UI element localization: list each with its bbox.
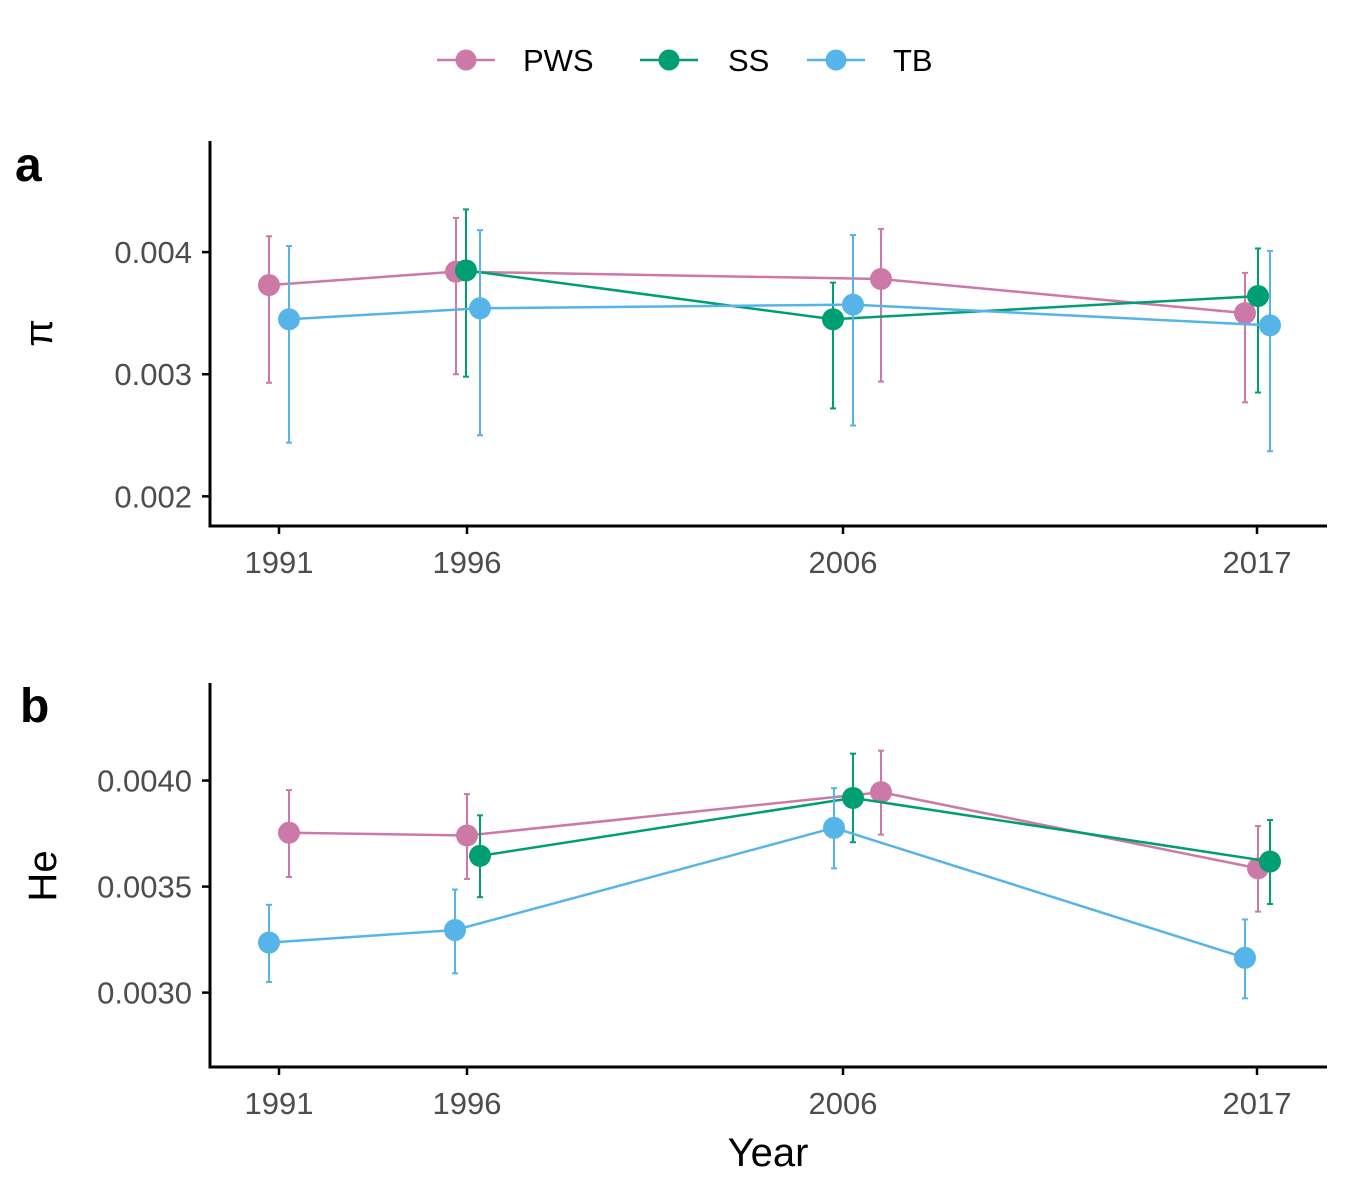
legend-label: SS xyxy=(728,43,769,78)
legend-key-point xyxy=(658,49,680,71)
data-point xyxy=(842,786,864,809)
panel-label: b xyxy=(20,680,49,733)
y-tick-label: 0.0035 xyxy=(97,870,192,905)
x-tick-label: 2017 xyxy=(1223,1086,1292,1121)
legend: PWS SS TB xyxy=(437,43,933,78)
data-point xyxy=(822,308,844,331)
data-point xyxy=(870,781,892,804)
x-tick-label: 1996 xyxy=(433,1086,502,1121)
data-point xyxy=(870,267,892,290)
data-point xyxy=(456,824,478,847)
series-ss xyxy=(455,208,1269,410)
data-point xyxy=(455,259,477,282)
data-point xyxy=(469,844,491,867)
series-line xyxy=(268,270,1246,315)
axis-lines xyxy=(208,683,1327,1069)
y-axis-title: π xyxy=(17,319,61,347)
data-point xyxy=(1259,314,1281,337)
plot-area xyxy=(258,208,1281,453)
x-tick-label: 2017 xyxy=(1223,545,1292,580)
data-point xyxy=(258,931,280,954)
plot-area xyxy=(258,749,1281,1000)
data-point xyxy=(444,919,466,942)
legend-label: PWS xyxy=(523,43,594,78)
data-point xyxy=(1234,946,1256,969)
y-tick-label: 0.003 xyxy=(114,357,192,392)
series-tb xyxy=(278,229,1281,453)
legend-key-point xyxy=(825,49,847,71)
y-tick-label: 0.0030 xyxy=(97,976,192,1011)
series-line xyxy=(268,826,1246,960)
series-line xyxy=(288,303,1271,327)
data-point xyxy=(278,821,300,844)
data-point xyxy=(842,293,864,316)
x-tick-label: 2006 xyxy=(809,545,878,580)
x-tick-label: 1991 xyxy=(245,545,314,580)
y-axis-title: He xyxy=(21,850,65,901)
data-point xyxy=(1234,302,1256,325)
data-point xyxy=(1247,285,1269,308)
data-point xyxy=(823,816,845,839)
panel-label: a xyxy=(15,139,42,192)
legend-item-pws: PWS xyxy=(437,43,594,78)
panel-a: a π 0.002 0.003 0.004 1991 1996 2006 2017 xyxy=(15,139,1327,580)
x-tick-label: 1996 xyxy=(433,545,502,580)
data-point xyxy=(278,308,300,331)
ticks: 0.002 0.003 0.004 1991 1996 2006 2017 xyxy=(114,235,1291,580)
data-point xyxy=(258,274,280,297)
data-point xyxy=(469,297,491,320)
y-tick-label: 0.002 xyxy=(114,479,192,514)
axis-lines xyxy=(208,141,1327,528)
legend-item-ss: SS xyxy=(640,43,769,78)
legend-item-tb: TB xyxy=(807,43,933,78)
series-tb xyxy=(258,787,1256,1000)
y-tick-label: 0.0040 xyxy=(97,764,192,799)
legend-label: TB xyxy=(893,43,933,78)
x-tick-label: 2006 xyxy=(809,1086,878,1121)
legend-key-point xyxy=(455,49,477,71)
x-axis-title: Year xyxy=(728,1131,809,1175)
series-ss xyxy=(469,752,1281,905)
y-tick-label: 0.004 xyxy=(114,235,192,270)
x-tick-label: 1991 xyxy=(245,1086,314,1121)
ticks: 0.0030 0.0035 0.0040 1991 1996 2006 2017 xyxy=(97,764,1291,1121)
data-point xyxy=(1259,850,1281,873)
